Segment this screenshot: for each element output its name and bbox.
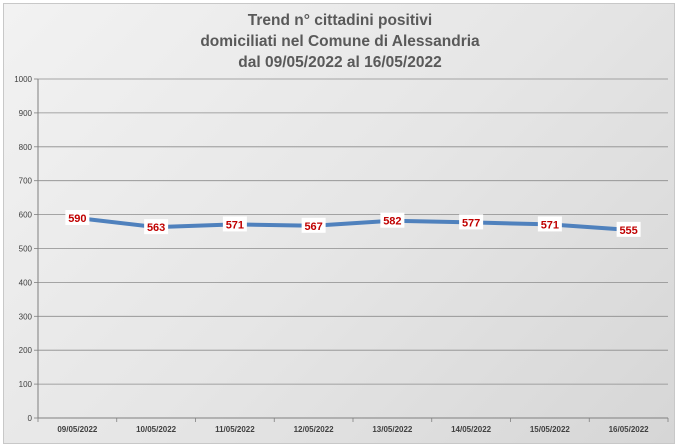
x-tick-label: 10/05/2022 [136,425,177,434]
x-tick-labels: 09/05/2022 10/05/2022 11/05/2022 12/05/2022… [57,425,649,434]
x-tick-label: 12/05/2022 [294,425,335,434]
axes [34,78,669,422]
gridlines [38,78,668,385]
data-label-background [144,219,169,235]
y-tick-label: 900 [19,109,33,118]
chart-title-line-3: dal 09/05/2022 al 16/05/2022 [238,54,442,71]
x-tick-label: 15/05/2022 [530,425,571,434]
data-label-background [301,217,326,233]
data-label: 571 [222,216,247,232]
data-label-text: 582 [383,216,401,228]
data-labels: 590 563 571 567 582 577 571 555 [65,209,641,237]
chart-title-line-2: domiciliati nel Comune di Alessandria [200,33,480,50]
data-label-text: 571 [226,219,244,231]
data-label-text: 555 [619,225,637,237]
series-lines [75,215,631,232]
chart-title-line-1: Trend n° cittadini positivi [247,12,433,29]
y-tick-label: 400 [19,278,33,287]
data-label: 582 [380,212,405,228]
y-tick-label: 100 [19,380,33,389]
data-label: 577 [459,214,484,230]
chart-title: Trend n° cittadini positivi domiciliati … [4,10,676,73]
data-label-text: 567 [304,221,322,233]
data-label-background [65,209,90,225]
y-tick-label: 700 [19,177,33,186]
data-label-text: 563 [147,222,165,234]
series-line [75,215,631,232]
data-label-text: 571 [541,219,559,231]
y-tick-labels: 0 100 200 300 400 500 600 700 800 900 1000 [14,75,32,423]
data-label: 571 [537,216,562,232]
y-tick-label: 500 [19,245,33,254]
data-label: 563 [144,219,169,235]
data-label-background [459,214,484,230]
x-tick-label: 09/05/2022 [57,425,98,434]
y-tick-label: 1000 [14,75,32,84]
data-label-text: 577 [462,217,480,229]
y-tick-label: 600 [19,211,33,220]
y-tick-label: 200 [19,346,33,355]
data-label: 567 [301,217,326,233]
x-tick-label: 14/05/2022 [451,425,492,434]
x-tick-label: 11/05/2022 [215,425,255,434]
data-label-text: 590 [68,213,86,225]
y-tick-label: 0 [28,414,33,423]
y-tick-label: 800 [19,143,33,152]
data-label: 590 [65,209,90,225]
data-label-background [380,212,405,228]
data-label: 555 [616,221,641,237]
x-tick-label: 16/05/2022 [609,425,650,434]
x-tick-label: 13/05/2022 [372,425,413,434]
y-tick-label: 300 [19,312,33,321]
data-label-background [222,216,247,232]
data-label-background [616,221,641,237]
data-label-background [537,216,562,232]
